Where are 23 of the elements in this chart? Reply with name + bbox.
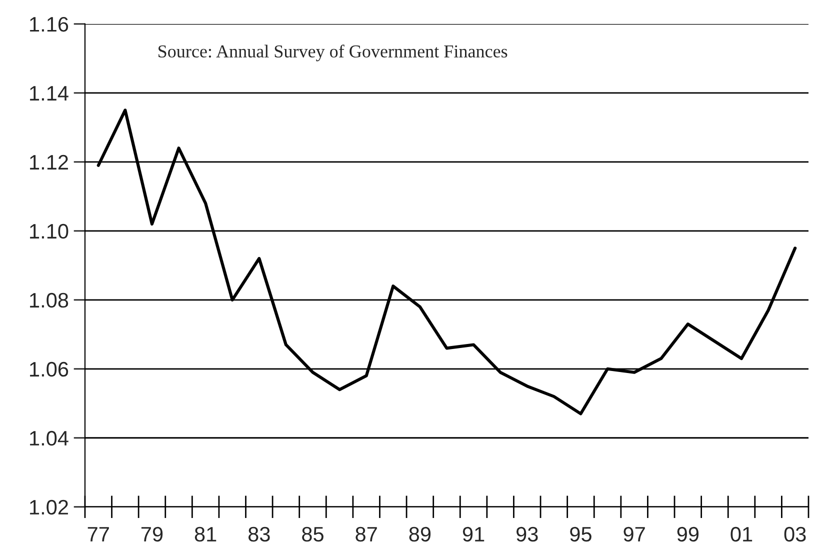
x-tick-label: 81 — [194, 526, 216, 542]
x-tick-label: 91 — [462, 526, 484, 542]
x-tick-label: 01 — [730, 526, 752, 542]
x-tick-label: 89 — [409, 526, 431, 542]
y-tick-label: 1.02 — [30, 500, 68, 515]
x-tick-label: 99 — [677, 526, 699, 542]
y-tick-label: 1.16 — [30, 16, 68, 32]
y-tick-label: 1.06 — [30, 362, 68, 377]
y-tick-label: 1.08 — [30, 292, 68, 308]
x-tick-label: 87 — [356, 526, 377, 542]
y-tick-label: 1.14 — [30, 86, 68, 100]
x-tick-label: 93 — [516, 526, 538, 542]
y-tick-label: 1.12 — [30, 154, 68, 170]
x-tick-label: 03 — [784, 526, 806, 542]
x-tick-label: 79 — [141, 526, 163, 542]
x-tick-label: 85 — [302, 526, 324, 542]
y-tick-label: 1.10 — [30, 224, 68, 239]
x-tick-label: 83 — [248, 526, 270, 542]
x-tick-label: 77 — [88, 527, 109, 542]
annotation: Source: Annual Survey of Government Finances — [158, 44, 508, 62]
x-tick-label: 97 — [624, 526, 645, 542]
y-tick-label: 1.04 — [30, 430, 68, 446]
x-tick-label: 95 — [570, 526, 592, 542]
